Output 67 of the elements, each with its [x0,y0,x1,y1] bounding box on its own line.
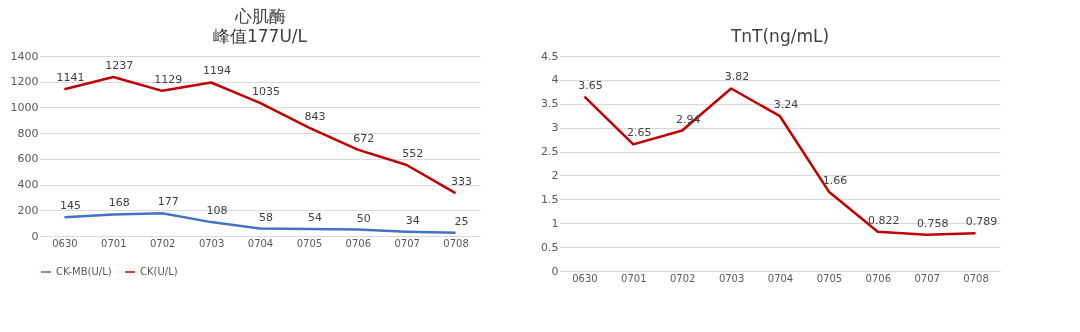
y-tick-label: 3 [551,121,559,135]
x-tick-label: 0708 [443,237,469,249]
x-tick-label: 0705 [296,237,323,249]
chart-subtitle: 峰值177U/L [212,26,308,46]
data-label: 25 [454,214,469,228]
x-tick-label: 0701 [101,237,127,249]
data-label: 54 [307,211,322,225]
x-tick-label: 0706 [345,237,371,249]
data-label: 145 [59,199,81,213]
x-tick-label: 0630 [52,237,78,249]
x-tick-label: 0706 [865,272,891,284]
data-label: 34 [405,213,420,227]
y-tick-label: 0 [31,229,39,243]
data-label: 1.66 [822,173,848,187]
x-tick-label: 0703 [718,272,745,284]
y-tick-label: 3.5 [541,97,559,111]
y-tick-label: 0.5 [541,240,559,254]
data-label: 3.82 [724,70,750,84]
chart-title: TnT(ng/mL) [729,26,830,46]
x-tick-label: 0707 [914,272,940,284]
y-tick-label: 1 [551,216,559,230]
data-label: 333 [451,175,473,189]
chart-title: 心肌酶 [233,6,286,26]
data-label: 177 [157,195,179,209]
x-tick-label: 0704 [767,272,794,284]
data-label: 843 [304,109,326,123]
data-label: 3.65 [578,78,603,92]
y-tick-label: 400 [17,178,39,192]
y-tick-label: 1.5 [541,192,559,206]
x-tick-label: 0701 [621,272,647,284]
x-tick-label: 0702 [670,272,696,284]
data-label: 1194 [203,64,232,78]
y-tick-label: 600 [17,152,39,166]
data-label: 2.65 [627,126,652,140]
legend-label: CK(U/L) [140,266,178,277]
y-tick-label: 2 [551,168,559,182]
data-label: 552 [402,147,424,161]
data-label: 672 [353,131,375,145]
data-label: 168 [108,196,130,210]
y-tick-label: 0 [551,264,559,278]
y-tick-label: 4 [551,73,559,87]
data-label: 58 [259,210,273,224]
x-tick-label: 0703 [198,237,225,249]
y-tick-label: 1000 [10,100,39,114]
x-tick-label: 0707 [394,237,420,249]
x-tick-label: 0630 [572,272,598,284]
y-tick-label: 2.5 [541,145,559,159]
y-tick-label: 800 [17,126,39,140]
y-tick-label: 200 [17,203,39,217]
data-label: 1237 [105,58,134,72]
data-label: 3.24 [773,98,799,112]
data-label: 0.822 [868,213,900,227]
data-label: 0.789 [965,215,998,229]
data-label: 1129 [154,72,183,86]
data-label: 1141 [56,71,85,85]
data-label: 1035 [252,84,280,98]
y-tick-label: 1200 [10,75,39,89]
data-label: 108 [206,204,228,218]
x-tick-label: 0702 [150,237,176,249]
y-tick-label: 1400 [10,49,39,63]
x-tick-label: 0705 [816,272,843,284]
legend-label: CK-MB(U/L) [56,266,112,277]
x-tick-label: 0708 [963,272,989,284]
x-tick-label: 0704 [247,237,274,249]
data-label: 0.758 [916,216,949,230]
data-label: 50 [356,211,371,225]
y-tick-label: 4.5 [541,49,559,63]
